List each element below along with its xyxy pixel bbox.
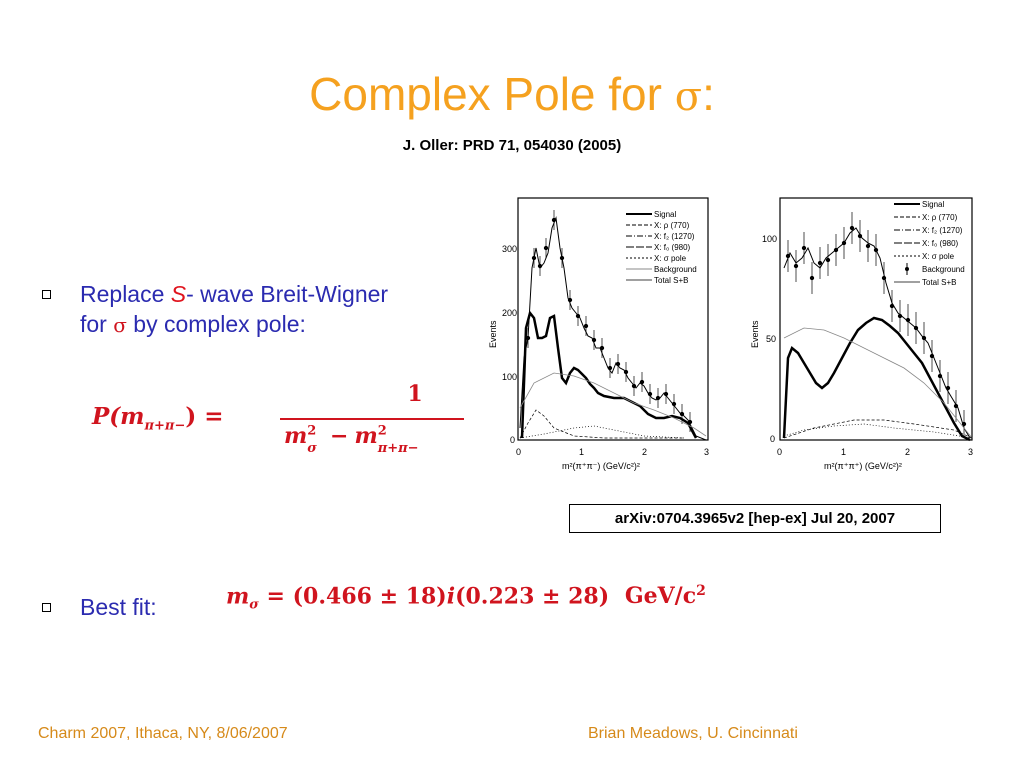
slide-title: Complex Pole for σ: — [0, 66, 1024, 125]
reference-citation: J. Oller: PRD 71, 054030 (2005) — [402, 137, 622, 154]
left-legend-background: Background — [654, 265, 697, 274]
left-xtick-0: 0 — [516, 447, 521, 457]
left-legend-f0: X: f₀ (980) — [654, 243, 691, 252]
right-plot-legend: Signal X: ρ (770) X: f₂ (1270) X: f₀ (98… — [894, 200, 965, 287]
right-y-axis-label: Events — [750, 320, 760, 348]
bullet-square-icon — [42, 603, 51, 612]
bullet-replace-line1: Replace S- wave Breit-Wigner — [80, 281, 389, 307]
right-xtick-1: 1 — [841, 447, 846, 457]
right-xtick-3: 3 — [968, 447, 973, 457]
best-fit-formula: mσ = (0.466 ± 18)i(0.223 ± 28) GeV/c2 — [226, 583, 706, 613]
slide-title-text: Complex Pole for — [309, 68, 675, 120]
left-xtick-2: 2 — [642, 447, 647, 457]
right-legend-background: Background — [922, 265, 965, 274]
left-plot-frame — [517, 197, 709, 441]
pole-formula: P(mπ+π−) = 1 m2 σ − m2 π+π− — [92, 381, 472, 465]
right-xtick-2: 2 — [905, 447, 910, 457]
right-legend-signal: Signal — [922, 200, 944, 209]
right-ytick-50: 50 — [766, 334, 776, 344]
left-xtick-3: 3 — [704, 447, 709, 457]
right-legend-f0: X: f₀ (980) — [922, 239, 959, 248]
right-x-axis-label: m²(π⁺π⁺) (GeV/c²)² — [824, 461, 902, 471]
right-plot-frame — [779, 197, 973, 441]
right-plot: Signal X: ρ (770) X: f₂ (1270) X: f₀ (98… — [750, 197, 973, 471]
right-xtick-0: 0 — [777, 447, 782, 457]
left-x-axis-label: m²(π⁺π⁻) (GeV/c²)² — [562, 461, 640, 471]
left-ytick-100: 100 — [502, 372, 517, 382]
right-legend-sigma: X: σ pole — [922, 252, 955, 261]
left-plot: Signal X: ρ (770) X: f₂ (1270) X: f₀ (98… — [488, 197, 709, 471]
right-legend-total: Total S+B — [922, 278, 956, 287]
bullet-replace-line2: for σ by complex pole: — [80, 311, 306, 337]
left-xtick-1: 1 — [579, 447, 584, 457]
right-legend-rho: X: ρ (770) — [922, 213, 958, 222]
right-ytick-100: 100 — [762, 234, 777, 244]
bullet-best-fit-label: Best fit: — [80, 594, 157, 620]
left-y-axis-label: Events — [488, 320, 498, 348]
left-plot-legend: Signal X: ρ (770) X: f₂ (1270) X: f₀ (98… — [626, 210, 697, 285]
left-ytick-0: 0 — [510, 435, 515, 445]
left-legend-total: Total S+B — [654, 276, 688, 285]
left-legend-sigma: X: σ pole — [654, 254, 687, 263]
bullet-replace: Replace S- wave Breit-Wigner for σ by co… — [42, 279, 389, 340]
left-ytick-200: 200 — [502, 308, 517, 318]
left-legend-f2: X: f₂ (1270) — [654, 232, 695, 241]
bullet-square-icon — [42, 290, 51, 299]
left-legend-rho: X: ρ (770) — [654, 221, 690, 230]
arxiv-reference-box: arXiv:0704.3965v2 [hep-ex] Jul 20, 2007 — [569, 504, 941, 533]
right-legend-f2: X: f₂ (1270) — [922, 226, 963, 235]
fit-plots: .ax { stroke:#000; stroke-width:1.2; fil… — [484, 188, 984, 483]
left-legend-signal: Signal — [654, 210, 676, 219]
slide-title-symbol: σ — [674, 74, 703, 120]
footer-left: Charm 2007, Ithaca, NY, 8/06/2007 — [38, 725, 288, 742]
dalitz-projection-plots: .ax { stroke:#000; stroke-width:1.2; fil… — [488, 197, 973, 471]
right-ytick-0: 0 — [770, 434, 775, 444]
footer-right: Brian Meadows, U. Cincinnati — [588, 725, 798, 742]
bullet-emphasis-s: S — [170, 281, 187, 307]
slide-title-colon: : — [702, 68, 715, 120]
bullet-best-fit: Best fit: — [42, 592, 157, 622]
left-ytick-300: 300 — [502, 244, 517, 254]
